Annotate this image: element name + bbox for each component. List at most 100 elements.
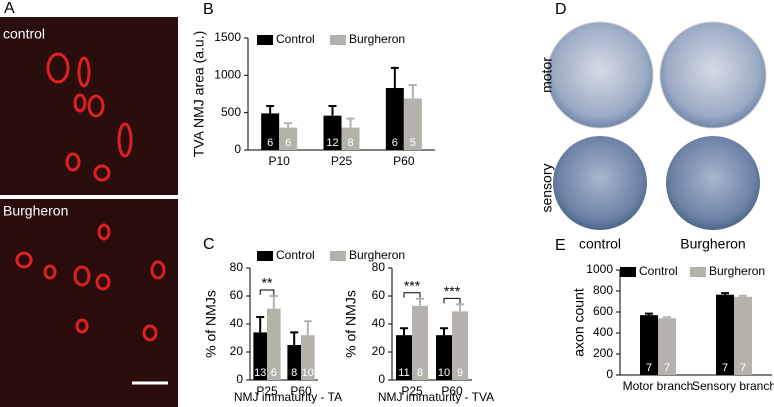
n-label: 7	[664, 362, 670, 374]
y-axis-label: % of NMJs	[203, 290, 219, 358]
error-bar	[721, 292, 729, 295]
error-bar	[256, 316, 265, 333]
legend-label: Burgheron	[349, 248, 405, 262]
significance-bracket	[259, 289, 275, 295]
bar	[301, 335, 315, 380]
image-label: control	[3, 26, 45, 42]
n-label: 6	[285, 137, 291, 149]
panel-d-images	[546, 21, 767, 230]
y-tick-label: 800	[593, 283, 613, 297]
y-tick-label: 400	[593, 325, 613, 339]
y-tick-label: 500	[221, 105, 241, 119]
legend-label: Control	[276, 248, 315, 262]
bar	[403, 98, 422, 150]
n-label: 6	[271, 367, 277, 379]
y-tick-label: 600	[593, 304, 613, 318]
n-label: 7	[722, 362, 728, 374]
bar	[385, 88, 404, 150]
y-tick-label: 200	[593, 346, 613, 360]
y-tick-label: 0	[236, 372, 243, 386]
y-axis-label: TVA NMJ area (a.u.)	[191, 31, 207, 158]
n-label: 10	[438, 367, 450, 379]
n-label: 13	[254, 367, 266, 379]
legend-label: Burgheron	[709, 264, 765, 278]
n-label: 7	[646, 362, 652, 374]
bar	[452, 311, 468, 380]
x-tick-label: P60	[393, 154, 415, 168]
n-label: 6	[392, 137, 398, 149]
y-tick-label: 1000	[214, 68, 241, 82]
panel-a-images	[0, 17, 178, 407]
y-tick-label: 80	[230, 260, 244, 274]
error-bar	[416, 297, 424, 306]
panel-label: D	[555, 1, 567, 18]
legend-label: Control	[276, 32, 315, 46]
n-label: 6	[267, 137, 273, 149]
bar	[253, 332, 267, 380]
bar	[412, 305, 428, 380]
x-tick-label: P25	[331, 154, 353, 168]
n-label: 7	[740, 362, 746, 374]
n-label: 10	[302, 367, 314, 379]
bar	[279, 127, 298, 150]
bar	[716, 294, 734, 375]
y-tick-label: 20	[372, 344, 386, 358]
error-bar	[408, 84, 417, 99]
row-label: motor	[539, 57, 555, 93]
bar	[341, 127, 360, 150]
error-bar	[440, 327, 448, 336]
significance-label: ***	[404, 278, 421, 294]
significance-bracket	[403, 292, 421, 298]
error-bar	[328, 104, 337, 116]
bar	[658, 318, 676, 375]
legend-swatch	[257, 35, 273, 45]
bar	[436, 335, 452, 380]
error-bar	[266, 104, 275, 114]
bar	[267, 308, 281, 380]
y-tick-label: 80	[372, 260, 386, 274]
x-axis-label: NMJ immaturity - TVA	[378, 390, 494, 404]
significance-bracket	[443, 297, 461, 304]
n-label: 8	[347, 137, 353, 149]
error-bar	[346, 117, 355, 128]
error-bar	[284, 122, 293, 128]
significance-label: ***	[444, 283, 461, 299]
x-tick-label: Sensory branch	[692, 379, 774, 393]
y-tick-label: 0	[234, 142, 241, 156]
x-tick-label: P25	[401, 384, 423, 398]
n-label: 12	[326, 137, 338, 149]
error-bar	[269, 295, 278, 309]
n-label: 9	[457, 367, 463, 379]
n-label: 8	[417, 367, 423, 379]
error-bar	[290, 331, 299, 345]
y-tick-label: 0	[378, 372, 385, 386]
y-tick-label: 0	[606, 367, 613, 381]
y-tick-label: 40	[230, 316, 244, 330]
bar	[640, 315, 658, 375]
legend-swatch	[620, 267, 636, 277]
y-axis-label: % of NMJs	[343, 290, 359, 358]
panel-label: C	[203, 236, 215, 253]
row-label: sensory	[539, 163, 555, 212]
legend-label: Control	[639, 264, 678, 278]
bar	[734, 296, 752, 375]
error-bar	[456, 303, 464, 312]
x-tick-label: P25	[256, 384, 278, 398]
error-bar	[645, 312, 653, 316]
panel-label: E	[555, 237, 566, 254]
bar	[323, 115, 342, 150]
legend-swatch	[690, 267, 706, 277]
n-label: 5	[410, 137, 416, 149]
y-axis-label: axon count	[571, 288, 587, 357]
legend-swatch	[330, 251, 346, 261]
legend-swatch	[257, 251, 273, 261]
error-bar	[739, 294, 747, 297]
significance-label: **	[262, 275, 273, 291]
bar	[396, 335, 412, 380]
x-tick-label: P60	[441, 384, 463, 398]
error-bar	[400, 327, 408, 336]
column-label: Burgheron	[680, 236, 745, 252]
legend-swatch	[330, 35, 346, 45]
bar	[287, 345, 301, 380]
